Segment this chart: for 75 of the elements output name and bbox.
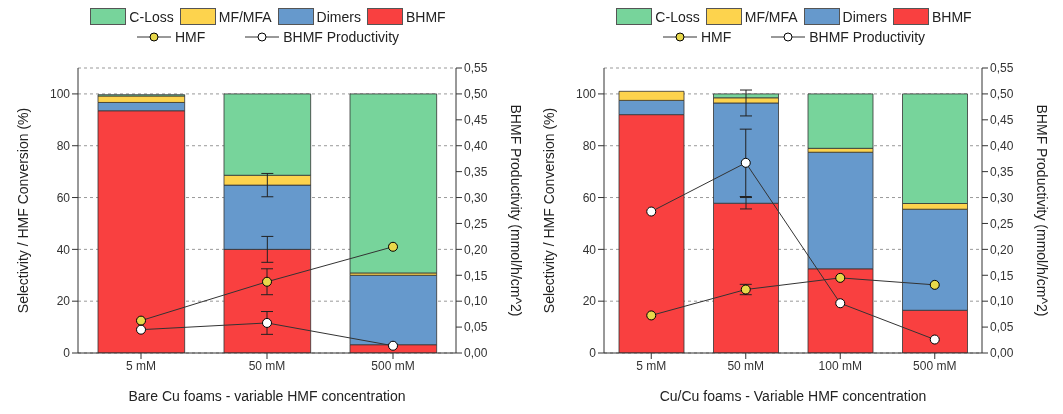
y-tick-label: 20 — [56, 294, 71, 309]
y2-tick-label: 0,55 — [990, 61, 1014, 76]
y-tick-label: 100 — [575, 87, 597, 102]
legend-label: MF/MFA — [743, 8, 798, 25]
y-tick-label: 20 — [582, 294, 597, 309]
point — [388, 340, 398, 351]
y2-tick-label: 0,40 — [990, 138, 1014, 153]
legend-label: C-Loss — [654, 8, 700, 25]
legend-label: Dimers — [315, 8, 361, 25]
y-axis-title: Selectivity / HMF Conversion (%) — [540, 107, 557, 314]
x-tick-label: 100 mM — [818, 358, 862, 373]
bar — [807, 93, 874, 149]
y2-tick-label: 0,50 — [464, 87, 488, 102]
point — [136, 315, 146, 326]
legend-label: C-Loss — [128, 8, 174, 25]
x-tick-label: 5 mM — [636, 358, 667, 373]
y2-tick-label: 0,00 — [464, 346, 488, 361]
point — [929, 334, 940, 345]
y2-tick-label: 0,05 — [464, 320, 488, 335]
y-tick-label: 0 — [63, 346, 71, 361]
y-tick-label: 40 — [56, 242, 71, 257]
y-tick-label: 60 — [582, 190, 597, 205]
y2-tick-label: 0,20 — [464, 242, 488, 257]
point — [646, 206, 657, 217]
x-axis-title: Bare Cu foams - variable HMF concentration — [128, 388, 406, 404]
y2-tick-label: 0,25 — [464, 216, 488, 231]
y2-tick-label: 0,50 — [990, 87, 1014, 102]
point — [835, 298, 846, 309]
y-tick-label: 80 — [56, 138, 71, 153]
y2-tick-label: 0,20 — [990, 242, 1014, 257]
legend-label: Dimers — [841, 8, 887, 25]
y2-tick-label: 0,35 — [990, 164, 1014, 179]
point — [929, 279, 940, 290]
y-tick-label: 60 — [56, 190, 71, 205]
x-tick-label: 50 mM — [248, 358, 286, 373]
y2-axis-title: BHMF Productivity (mmol/h/cm^2) — [508, 104, 525, 317]
y-axis-title: Selectivity / HMF Conversion (%) — [14, 107, 31, 314]
y2-tick-label: 0,10 — [990, 294, 1014, 309]
point — [136, 324, 146, 335]
legend-label: BHMF Productivity — [808, 29, 926, 45]
y-tick-label: 0 — [589, 346, 597, 361]
y2-tick-label: 0,55 — [464, 61, 488, 76]
legend-label: HMF — [173, 29, 206, 45]
legend-label: MF/MFA — [217, 8, 272, 25]
y-tick-label: 100 — [49, 87, 71, 102]
point — [388, 241, 398, 252]
x-tick-label: 500 mM — [913, 358, 957, 373]
x-tick-label: 5 mM — [126, 358, 156, 373]
point — [262, 317, 272, 328]
y-tick-label: 80 — [582, 138, 597, 153]
x-tick-label: 500 mM — [371, 358, 415, 373]
x-tick-label: 50 mM — [727, 358, 765, 373]
legend-label: BHMF Productivity — [282, 29, 400, 45]
legend-label: BHMF — [404, 8, 446, 25]
point — [740, 157, 751, 168]
y2-tick-label: 0,15 — [464, 268, 488, 283]
y2-tick-label: 0,30 — [464, 190, 488, 205]
y2-tick-label: 0,10 — [464, 294, 488, 309]
y-tick-label: 40 — [582, 242, 597, 257]
y2-tick-label: 0,25 — [990, 216, 1014, 231]
legend-label: BHMF — [930, 8, 972, 25]
point — [646, 310, 657, 321]
point — [835, 272, 846, 283]
y2-tick-label: 0,30 — [990, 190, 1014, 205]
y2-tick-label: 0,35 — [464, 164, 488, 179]
y2-tick-label: 0,00 — [990, 346, 1014, 361]
point — [262, 276, 272, 287]
x-axis-title: Cu/Cu foams - Variable HMF concentration — [659, 388, 927, 404]
y2-tick-label: 0,45 — [464, 113, 488, 128]
y2-axis-title: BHMF Productivity (mmol/h/cm^2) — [1034, 104, 1051, 317]
y2-tick-label: 0,40 — [464, 138, 488, 153]
y2-tick-label: 0,45 — [990, 113, 1014, 128]
y2-tick-label: 0,15 — [990, 268, 1014, 283]
legend-label: HMF — [699, 29, 732, 45]
y2-tick-label: 0,05 — [990, 320, 1014, 335]
